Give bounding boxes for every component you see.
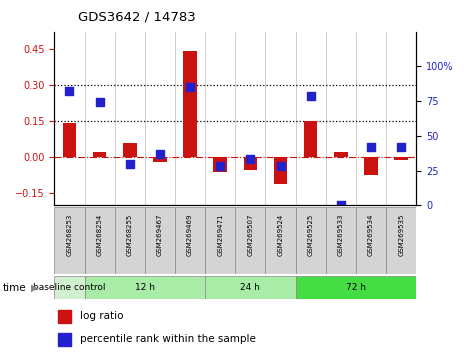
- Text: GSM269535: GSM269535: [398, 214, 404, 256]
- Point: [277, 164, 284, 169]
- Bar: [334, 152, 348, 157]
- Point: [66, 88, 73, 94]
- FancyBboxPatch shape: [175, 207, 205, 274]
- Bar: [63, 124, 76, 157]
- Text: GSM269471: GSM269471: [217, 214, 223, 256]
- Point: [186, 84, 194, 90]
- Text: baseline control: baseline control: [33, 283, 106, 292]
- FancyBboxPatch shape: [235, 207, 265, 274]
- Bar: [213, 157, 227, 172]
- Bar: [153, 157, 166, 162]
- Text: time: time: [2, 282, 26, 293]
- Point: [337, 202, 345, 208]
- FancyBboxPatch shape: [326, 207, 356, 274]
- Text: GSM269507: GSM269507: [247, 214, 254, 256]
- Bar: [184, 51, 197, 157]
- Text: GSM268254: GSM268254: [96, 214, 103, 256]
- FancyBboxPatch shape: [54, 276, 85, 299]
- Bar: [274, 157, 287, 184]
- Point: [397, 144, 405, 150]
- FancyBboxPatch shape: [205, 276, 296, 299]
- Text: GSM269534: GSM269534: [368, 214, 374, 256]
- Bar: [244, 157, 257, 170]
- FancyBboxPatch shape: [205, 207, 235, 274]
- Bar: [93, 152, 106, 157]
- FancyBboxPatch shape: [85, 276, 205, 299]
- Text: GSM269524: GSM269524: [278, 214, 283, 256]
- FancyBboxPatch shape: [356, 207, 386, 274]
- Text: 72 h: 72 h: [346, 283, 366, 292]
- FancyBboxPatch shape: [296, 276, 416, 299]
- FancyBboxPatch shape: [85, 207, 114, 274]
- Text: GSM268253: GSM268253: [67, 214, 72, 256]
- Point: [246, 156, 254, 162]
- Text: percentile rank within the sample: percentile rank within the sample: [80, 335, 255, 344]
- Text: GDS3642 / 14783: GDS3642 / 14783: [78, 11, 196, 24]
- FancyBboxPatch shape: [145, 207, 175, 274]
- FancyBboxPatch shape: [296, 207, 326, 274]
- Bar: [58, 310, 70, 323]
- FancyBboxPatch shape: [114, 207, 145, 274]
- Bar: [123, 143, 137, 157]
- Point: [126, 161, 133, 166]
- Text: GSM269525: GSM269525: [308, 214, 314, 256]
- Point: [96, 99, 104, 105]
- FancyBboxPatch shape: [265, 207, 296, 274]
- Text: log ratio: log ratio: [80, 312, 123, 321]
- Text: GSM268255: GSM268255: [127, 214, 133, 256]
- FancyBboxPatch shape: [386, 207, 416, 274]
- Point: [367, 144, 375, 150]
- Bar: [364, 157, 378, 175]
- Bar: [304, 121, 317, 157]
- Text: 12 h: 12 h: [135, 283, 155, 292]
- Text: GSM269533: GSM269533: [338, 214, 344, 256]
- Text: GSM269469: GSM269469: [187, 214, 193, 256]
- Point: [307, 93, 315, 98]
- Text: ▶: ▶: [31, 282, 38, 293]
- Bar: [394, 157, 408, 160]
- FancyBboxPatch shape: [54, 207, 85, 274]
- Point: [217, 164, 224, 169]
- Bar: [58, 333, 70, 346]
- Text: 24 h: 24 h: [240, 283, 260, 292]
- Point: [156, 151, 164, 157]
- Text: GSM269467: GSM269467: [157, 214, 163, 256]
